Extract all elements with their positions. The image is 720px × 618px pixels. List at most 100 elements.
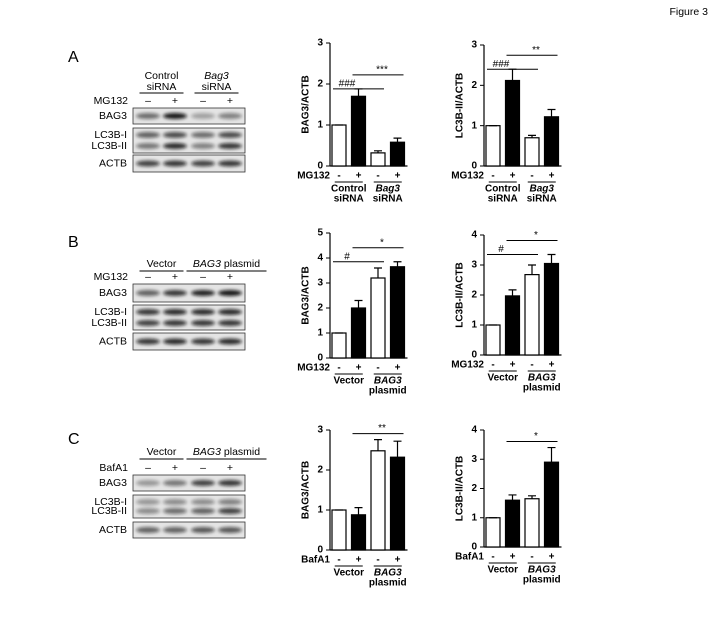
significance-label: * — [534, 431, 538, 442]
treatment-sign: – — [145, 95, 151, 107]
band — [191, 320, 215, 326]
group-label: Control — [331, 184, 367, 195]
significance-label: ** — [532, 45, 540, 56]
band-label: BAG3 — [99, 287, 127, 299]
treatment-sign: – — [200, 462, 206, 474]
group-header: siRNA — [202, 81, 232, 93]
band — [163, 160, 187, 167]
error-bar — [508, 289, 517, 296]
y-tick-label: 0 — [317, 353, 323, 364]
error-bar — [374, 439, 382, 451]
treatment-label: MG132 — [94, 95, 129, 107]
y-tick-label: 5 — [317, 228, 323, 239]
panel-letter: C — [68, 431, 80, 448]
bar — [504, 79, 521, 167]
y-tick-label: 3 — [317, 278, 323, 289]
significance-label: * — [380, 237, 384, 248]
band — [191, 113, 215, 119]
band — [136, 143, 160, 149]
group-label: siRNA — [488, 194, 518, 205]
x-tick-label: - — [337, 555, 340, 566]
y-axis-label: LC3B-II/ACTB — [455, 262, 466, 328]
band — [136, 480, 160, 486]
group-label: Vector — [487, 373, 518, 384]
y-tick-label: 0 — [471, 161, 477, 172]
x-tick-label: + — [395, 555, 401, 566]
band — [163, 320, 187, 326]
x-tick-label: - — [491, 171, 494, 182]
group-header: BAG3 plasmid — [193, 446, 260, 458]
x-tick-label: - — [376, 555, 379, 566]
y-tick-label: 0 — [471, 542, 477, 553]
x-axis-label: MG132 — [297, 171, 330, 182]
y-tick-label: 4 — [317, 253, 323, 264]
error-bar — [374, 150, 382, 153]
group-header: Control — [145, 70, 179, 82]
x-tick-label: + — [549, 360, 555, 371]
error-bar — [354, 88, 363, 97]
group-header-part: BAG3 — [193, 446, 221, 458]
treatment-sign: – — [200, 271, 206, 283]
band — [218, 480, 242, 486]
bar — [524, 137, 540, 167]
treatment-sign: – — [145, 271, 151, 283]
x-axis-label: MG132 — [451, 360, 484, 371]
band-label: LC3B-I — [94, 306, 127, 318]
y-tick-label: 1 — [317, 120, 323, 131]
figure-label: Figure 3 — [669, 6, 708, 18]
group-label: Bag3 — [376, 184, 401, 195]
y-tick-label: 0 — [471, 350, 477, 361]
x-axis-label: MG132 — [297, 363, 330, 374]
bar — [524, 498, 540, 548]
band-label: LC3B-II — [91, 317, 127, 329]
significance-label: * — [534, 230, 538, 241]
bar — [524, 274, 540, 356]
significance-label: *** — [376, 65, 388, 76]
group-header-part: Vector — [147, 446, 177, 458]
band — [163, 113, 187, 119]
bar — [504, 499, 521, 548]
significance-label: ** — [378, 423, 386, 434]
band — [191, 290, 215, 296]
band — [163, 338, 187, 345]
band — [218, 160, 242, 167]
band-label: LC3B-I — [94, 129, 127, 141]
y-tick-label: 2 — [317, 465, 323, 476]
significance-label: ### — [493, 59, 510, 70]
error-bar — [547, 108, 556, 117]
band — [218, 290, 242, 296]
bar — [350, 95, 367, 167]
band — [191, 527, 215, 533]
band-label: ACTB — [99, 335, 127, 347]
band — [218, 309, 242, 315]
group-label: siRNA — [373, 194, 403, 205]
treatment-sign: + — [227, 271, 233, 283]
group-label: Vector — [333, 568, 364, 579]
band — [163, 309, 187, 315]
error-bar — [393, 261, 402, 267]
x-tick-label: - — [337, 363, 340, 374]
y-tick-label: 1 — [317, 328, 323, 339]
y-tick-label: 4 — [471, 230, 477, 241]
bar — [331, 124, 347, 167]
x-tick-label: + — [395, 363, 401, 374]
significance-label: # — [498, 244, 504, 255]
error-bar — [393, 440, 402, 458]
y-tick-label: 1 — [471, 512, 477, 523]
band — [218, 320, 242, 326]
bar — [389, 266, 406, 359]
y-tick-label: 2 — [317, 303, 323, 314]
band — [163, 480, 187, 486]
band — [191, 143, 215, 149]
band — [218, 508, 242, 514]
x-tick-label: + — [356, 555, 362, 566]
treatment-sign: + — [227, 462, 233, 474]
bar — [370, 277, 386, 359]
y-axis-label: BAG3/ACTB — [301, 75, 312, 133]
bar — [350, 514, 367, 551]
group-label: BAG3 — [374, 568, 402, 579]
bar — [543, 116, 560, 167]
band — [136, 290, 160, 296]
blot-box — [132, 474, 246, 492]
